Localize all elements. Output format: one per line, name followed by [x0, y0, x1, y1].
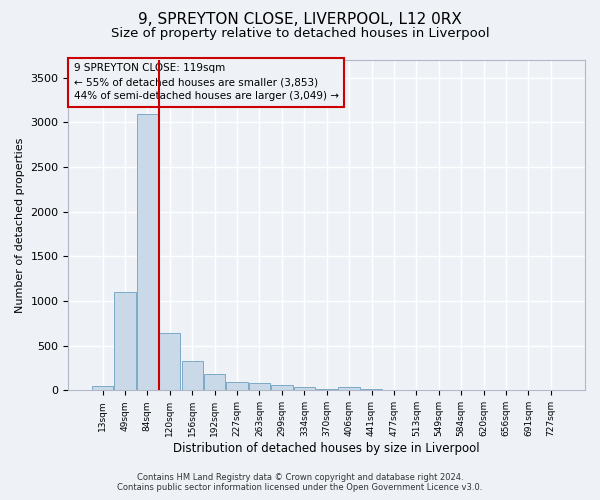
- X-axis label: Distribution of detached houses by size in Liverpool: Distribution of detached houses by size …: [173, 442, 480, 455]
- Y-axis label: Number of detached properties: Number of detached properties: [15, 138, 25, 313]
- Bar: [338, 387, 360, 390]
- Bar: [182, 361, 203, 390]
- Bar: [293, 387, 315, 390]
- Bar: [226, 382, 248, 390]
- Bar: [316, 388, 337, 390]
- Bar: [137, 114, 158, 390]
- Bar: [204, 374, 225, 390]
- Text: 9 SPREYTON CLOSE: 119sqm
← 55% of detached houses are smaller (3,853)
44% of sem: 9 SPREYTON CLOSE: 119sqm ← 55% of detach…: [74, 64, 338, 102]
- Bar: [92, 386, 113, 390]
- Text: 9, SPREYTON CLOSE, LIVERPOOL, L12 0RX: 9, SPREYTON CLOSE, LIVERPOOL, L12 0RX: [138, 12, 462, 28]
- Bar: [159, 333, 181, 390]
- Text: Contains HM Land Registry data © Crown copyright and database right 2024.
Contai: Contains HM Land Registry data © Crown c…: [118, 473, 482, 492]
- Bar: [115, 292, 136, 390]
- Bar: [249, 383, 270, 390]
- Bar: [271, 386, 293, 390]
- Text: Size of property relative to detached houses in Liverpool: Size of property relative to detached ho…: [110, 28, 490, 40]
